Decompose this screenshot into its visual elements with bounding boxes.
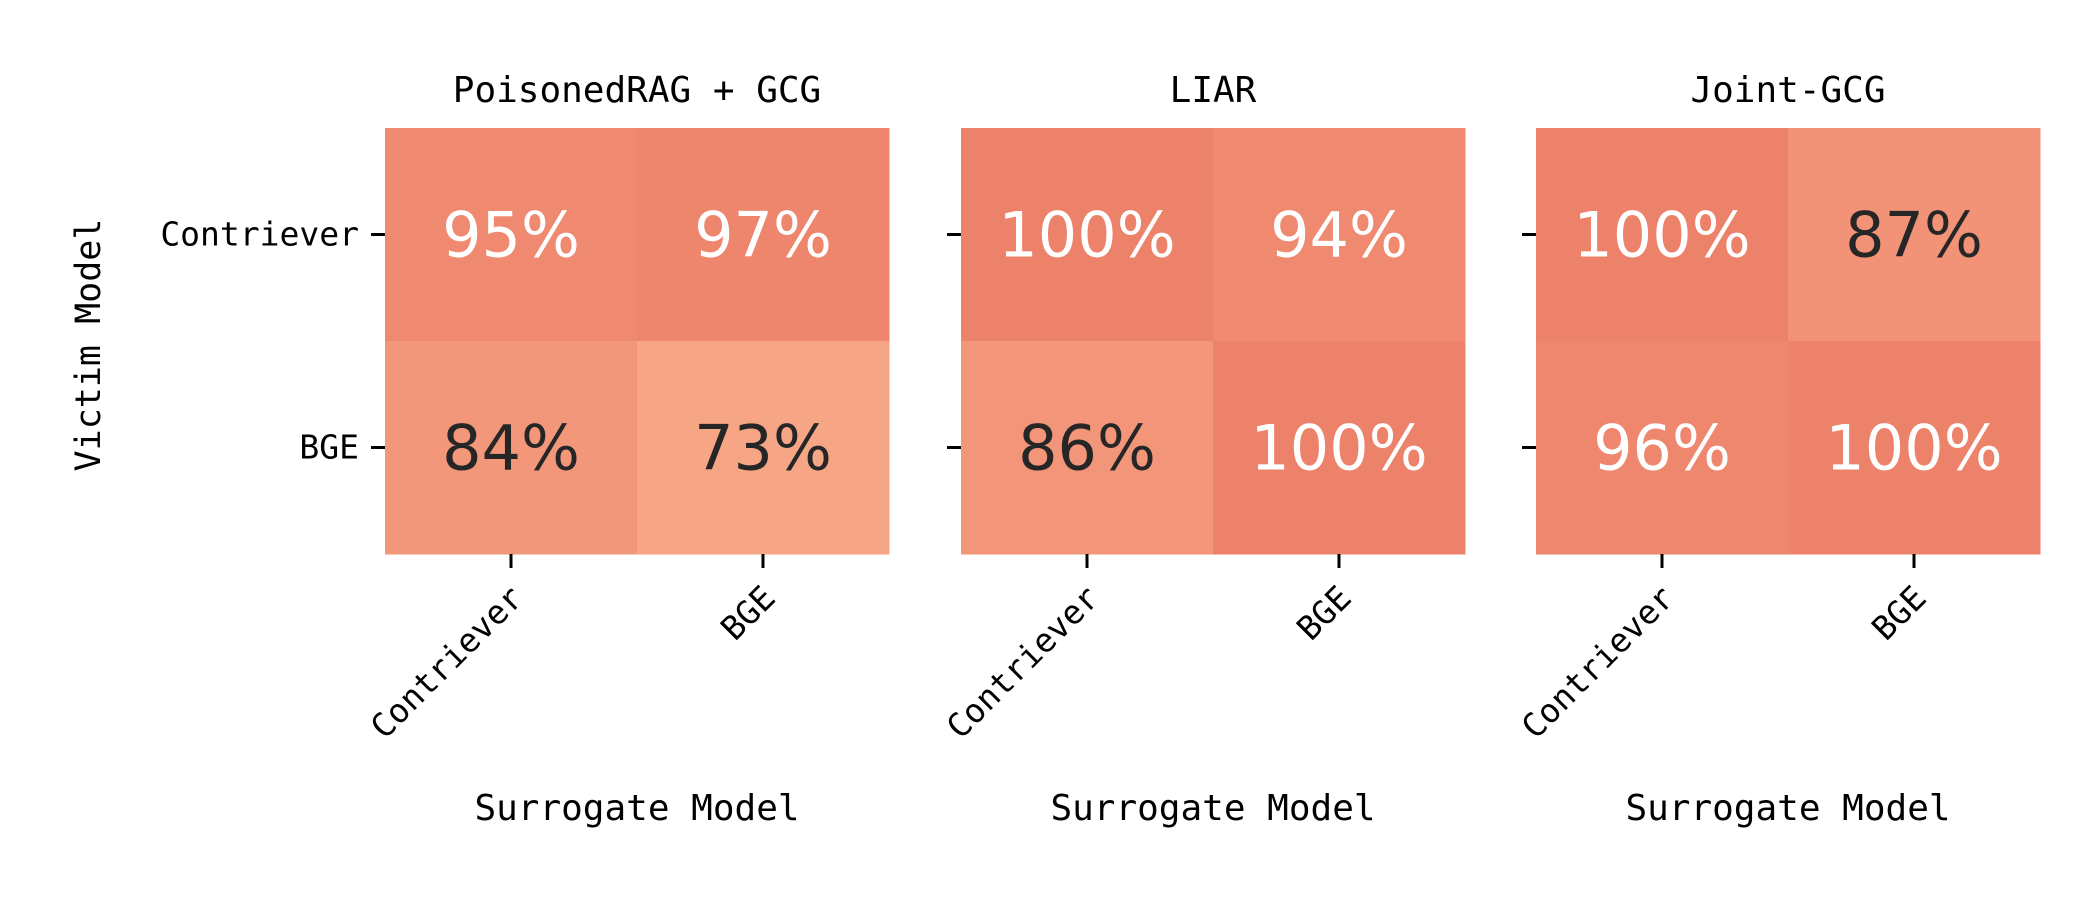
panel-title: Joint-GCG <box>1690 70 1885 111</box>
cell-value-label: 96% <box>1593 412 1731 485</box>
x-tick-label: Contriever <box>939 578 1107 746</box>
heatmap-cell <box>1788 128 2041 342</box>
cell-value-label: 86% <box>1018 412 1156 485</box>
heatmap-cell <box>1788 341 2041 555</box>
heatmap-cell <box>637 341 890 555</box>
cell-value-label: 94% <box>1270 199 1408 272</box>
heatmap-cell <box>637 128 890 342</box>
heatmap-panel-2: LIAR 100% 94% 86% 100% Contriever BGE Surrogate… <box>939 70 1466 829</box>
heatmap-cell <box>961 128 1214 342</box>
x-tick-label: BGE <box>1864 578 1934 648</box>
heatmap-cell <box>1536 128 1789 342</box>
x-tick-label: Contriever <box>1514 578 1682 746</box>
heatmap-cell <box>961 341 1214 555</box>
panel-title: LIAR <box>1170 70 1257 111</box>
x-tick-label: BGE <box>713 578 783 648</box>
cell-value-label: 100% <box>1573 199 1750 272</box>
y-tick-label: BGE <box>299 428 359 467</box>
cell-value-label: 84% <box>442 412 580 485</box>
cell-value-label: 100% <box>1825 412 2002 485</box>
x-tick-label: Contriever <box>363 578 531 746</box>
heatmap-cell <box>385 128 638 342</box>
victim-model-axis-label: Victim Model <box>69 219 109 472</box>
heatmap-cell <box>1213 128 1466 342</box>
heatmap-cell <box>1213 341 1466 555</box>
heatmap-cell <box>385 341 638 555</box>
heatmap-cell <box>1536 341 1789 555</box>
cell-value-label: 100% <box>998 199 1175 272</box>
cell-value-label: 95% <box>442 199 580 272</box>
cell-value-label: 73% <box>694 412 832 485</box>
panel-title: PoisonedRAG + GCG <box>453 70 821 111</box>
surrogate-model-axis-label: Surrogate Model <box>1050 788 1375 829</box>
heatmap-panel-1: PoisonedRAG + GCG 95% 97% 84% 73% Contriever B… <box>160 70 890 829</box>
x-tick-label: BGE <box>1289 578 1359 648</box>
cell-value-label: 87% <box>1845 199 1983 272</box>
y-tick-label: Contriever <box>160 215 359 254</box>
surrogate-model-axis-label: Surrogate Model <box>1625 788 1950 829</box>
surrogate-model-axis-label: Surrogate Model <box>474 788 799 829</box>
heatmap-panel-3: Joint-GCG 100% 87% 96% 100% Contriever BGE Surr… <box>1514 70 2041 829</box>
cell-value-label: 100% <box>1250 412 1427 485</box>
cell-value-label: 97% <box>694 199 832 272</box>
